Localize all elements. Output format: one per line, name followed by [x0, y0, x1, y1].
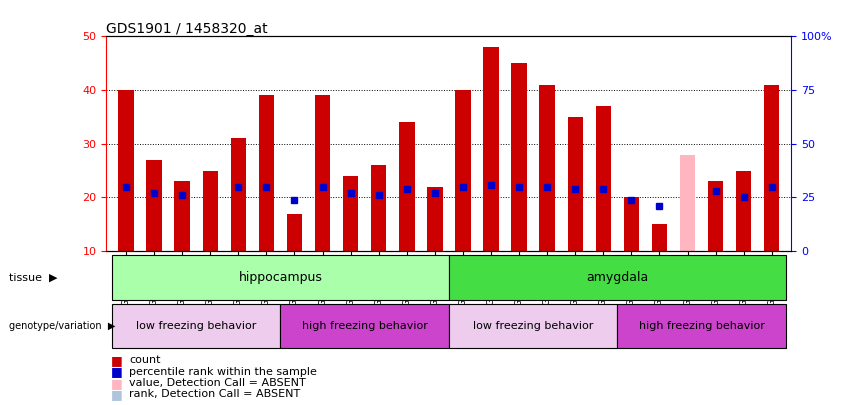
Text: high freezing behavior: high freezing behavior — [638, 321, 764, 331]
Text: tissue  ▶: tissue ▶ — [9, 273, 57, 282]
Text: high freezing behavior: high freezing behavior — [302, 321, 427, 331]
Bar — [231, 139, 246, 251]
Text: GDS1901 / 1458320_at: GDS1901 / 1458320_at — [106, 22, 268, 36]
Text: count: count — [129, 356, 161, 365]
Bar — [617, 304, 785, 348]
Bar — [708, 181, 723, 251]
Bar — [624, 197, 639, 251]
Text: ■: ■ — [111, 377, 123, 390]
Bar — [174, 181, 190, 251]
Text: percentile rank within the sample: percentile rank within the sample — [129, 367, 317, 377]
Bar — [736, 171, 751, 251]
Text: rank, Detection Call = ABSENT: rank, Detection Call = ABSENT — [129, 390, 300, 399]
Bar — [399, 122, 414, 251]
Bar — [568, 117, 583, 251]
Bar — [449, 304, 617, 348]
Bar — [281, 304, 449, 348]
Bar — [371, 165, 386, 251]
Bar — [455, 90, 471, 251]
Text: value, Detection Call = ABSENT: value, Detection Call = ABSENT — [129, 378, 306, 388]
Text: hippocampus: hippocampus — [238, 271, 323, 284]
Text: ■: ■ — [111, 354, 123, 367]
Bar — [483, 47, 499, 251]
Bar — [449, 255, 785, 300]
Bar — [112, 304, 281, 348]
Bar — [427, 187, 443, 251]
Bar — [511, 63, 527, 251]
Bar — [540, 85, 555, 251]
Bar — [764, 85, 780, 251]
Bar — [596, 106, 611, 251]
Bar — [343, 176, 358, 251]
Bar — [315, 96, 330, 251]
Text: genotype/variation  ▶: genotype/variation ▶ — [9, 321, 115, 331]
Bar — [259, 96, 274, 251]
Bar — [680, 154, 695, 251]
Bar — [118, 90, 134, 251]
Bar — [287, 213, 302, 251]
Text: amygdala: amygdala — [586, 271, 648, 284]
Text: low freezing behavior: low freezing behavior — [136, 321, 256, 331]
Bar — [203, 171, 218, 251]
Bar — [146, 160, 162, 251]
Text: ■: ■ — [111, 365, 123, 378]
Text: low freezing behavior: low freezing behavior — [473, 321, 593, 331]
Bar — [112, 255, 449, 300]
Text: ■: ■ — [111, 388, 123, 401]
Bar — [652, 224, 667, 251]
